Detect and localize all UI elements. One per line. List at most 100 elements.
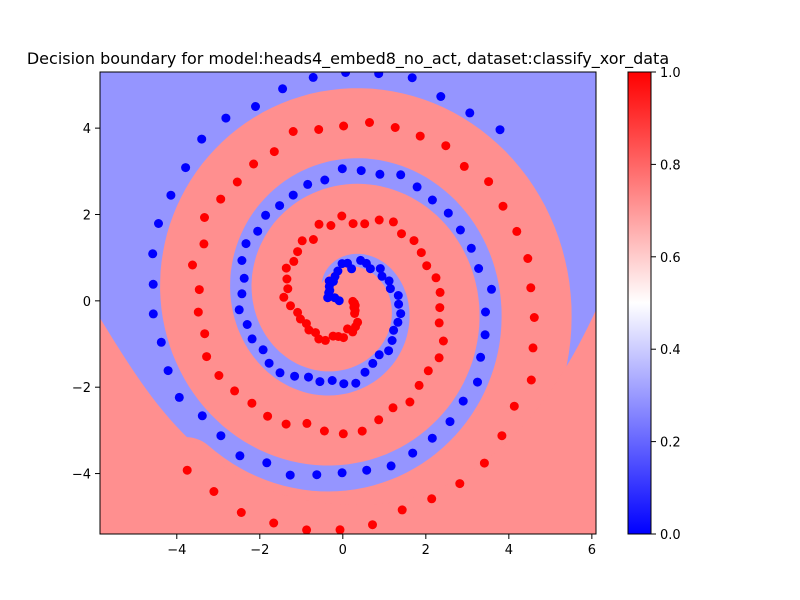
point-class-1: [528, 343, 538, 353]
colorbar-gradient: [627, 71, 652, 535]
point-class-1: [293, 307, 303, 317]
point-class-0: [181, 163, 191, 173]
point-class-1: [526, 283, 536, 293]
point-class-0: [290, 371, 300, 381]
point-class-0: [148, 309, 158, 319]
point-class-1: [388, 403, 398, 413]
point-class-1: [188, 260, 197, 270]
colorbar-tick-label: 0.8: [660, 158, 681, 173]
point-class-0: [394, 299, 404, 309]
point-class-1: [350, 309, 360, 318]
colorbar: 0.0 0.2 0.4 0.6 0.8 1.0: [627, 66, 681, 543]
y-tick-label: 0: [83, 295, 91, 310]
x-tick-label: 2: [422, 543, 430, 558]
point-class-0: [333, 266, 343, 276]
point-class-1: [338, 429, 348, 439]
point-class-1: [434, 318, 444, 328]
point-class-0: [375, 169, 385, 179]
point-class-0: [427, 195, 437, 205]
point-class-1: [523, 254, 533, 263]
point-class-1: [297, 236, 307, 246]
point-class-1: [216, 194, 226, 204]
point-class-1: [293, 247, 303, 257]
point-class-0: [389, 325, 399, 335]
colorbar-ticks: 0.0 0.2 0.4 0.6 0.8 1.0: [651, 66, 681, 543]
point-class-1: [405, 397, 415, 407]
data-points: [148, 72, 539, 534]
point-class-1: [431, 273, 441, 283]
y-tick-label: −2: [72, 381, 91, 396]
x-tick-label: 6: [588, 543, 596, 558]
point-class-0: [330, 293, 340, 303]
point-class-1: [232, 177, 242, 187]
point-class-1: [497, 431, 507, 441]
point-class-0: [154, 219, 163, 228]
point-class-0: [258, 345, 268, 355]
point-class-0: [247, 334, 257, 344]
point-class-1: [230, 386, 240, 396]
point-class-1: [199, 239, 209, 249]
point-class-0: [285, 470, 295, 480]
region-high-corner: [100, 309, 596, 534]
point-class-1: [269, 518, 279, 528]
point-class-0: [275, 368, 285, 378]
point-class-1: [247, 398, 257, 408]
point-class-0: [368, 358, 378, 368]
point-class-1: [269, 147, 279, 157]
point-class-1: [529, 313, 539, 322]
point-class-1: [339, 121, 349, 131]
x-tick-label: 4: [505, 543, 513, 558]
point-class-1: [409, 236, 419, 246]
point-class-0: [375, 264, 385, 274]
point-class-0: [466, 243, 476, 253]
point-class-0: [436, 92, 446, 101]
point-class-1: [328, 331, 338, 341]
point-class-0: [480, 330, 490, 340]
point-class-0: [396, 170, 406, 180]
point-class-0: [351, 378, 361, 388]
point-class-1: [459, 161, 469, 171]
point-class-1: [509, 401, 519, 411]
point-class-0: [261, 210, 271, 220]
colorbar-tick-label: 1.0: [660, 66, 681, 81]
point-class-0: [377, 271, 387, 281]
colorbar-tick-label: 0.0: [660, 528, 681, 543]
point-class-1: [484, 177, 494, 187]
point-class-1: [397, 505, 407, 515]
point-class-1: [281, 419, 291, 429]
point-class-1: [374, 415, 384, 425]
point-class-1: [326, 221, 336, 230]
point-class-1: [498, 201, 508, 211]
point-class-0: [365, 264, 375, 274]
point-class-1: [279, 292, 289, 302]
point-class-1: [281, 263, 291, 273]
point-class-1: [200, 213, 209, 222]
point-class-1: [319, 426, 329, 436]
point-class-0: [264, 358, 274, 368]
point-class-0: [465, 108, 475, 118]
colorbar-tick-label: 0.6: [660, 251, 681, 266]
point-class-1: [397, 229, 406, 239]
point-class-0: [237, 256, 247, 265]
point-class-0: [384, 276, 394, 286]
point-class-0: [443, 208, 453, 218]
point-class-0: [148, 279, 158, 289]
point-class-0: [251, 102, 260, 111]
point-class-1: [512, 226, 522, 236]
point-class-1: [416, 248, 426, 258]
x-tick-label: 0: [339, 543, 347, 558]
point-class-1: [390, 123, 400, 132]
colorbar-tick-label: 0.4: [660, 343, 681, 358]
point-class-1: [415, 131, 425, 141]
point-class-1: [360, 219, 370, 229]
point-class-0: [163, 366, 173, 376]
point-class-1: [335, 525, 345, 534]
point-class-1: [263, 411, 273, 421]
point-class-1: [283, 284, 293, 294]
point-class-0: [396, 309, 406, 319]
point-class-1: [357, 426, 367, 436]
plot-frame: [99, 71, 597, 535]
point-class-0: [320, 175, 330, 185]
point-class-0: [374, 350, 384, 360]
